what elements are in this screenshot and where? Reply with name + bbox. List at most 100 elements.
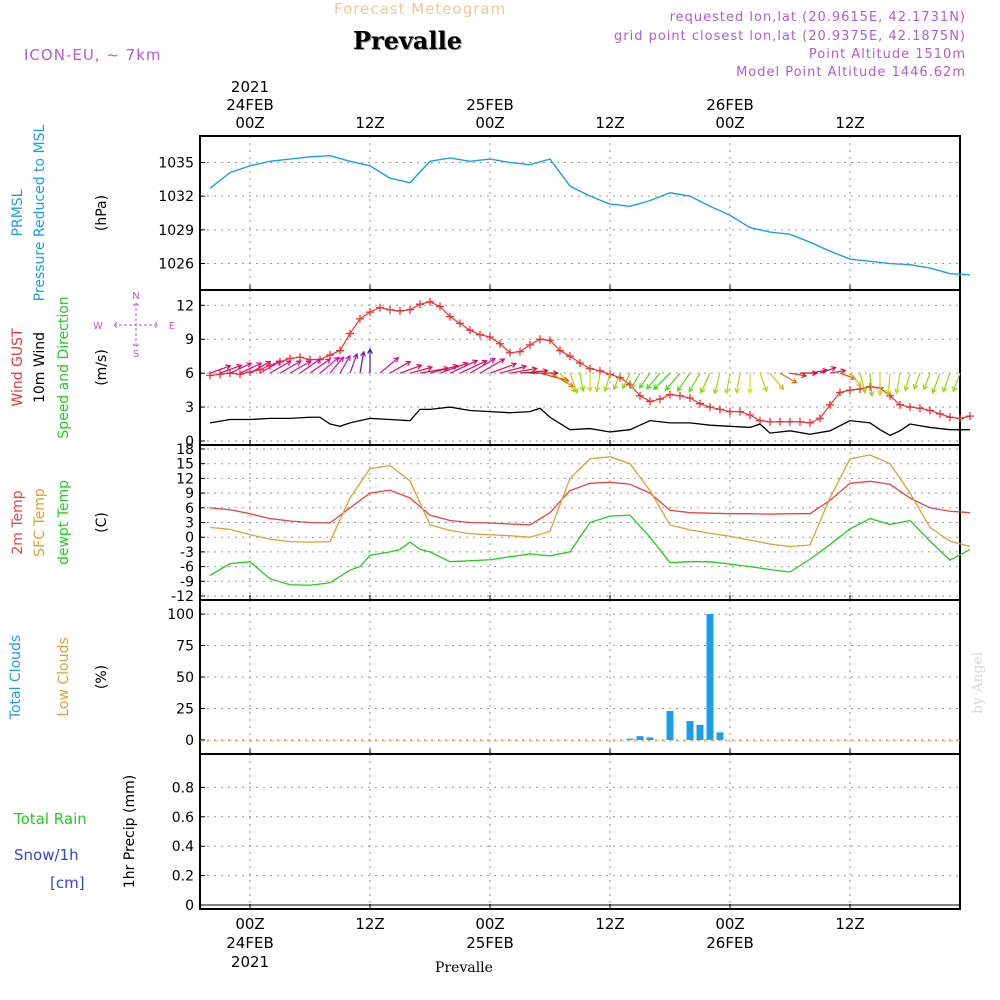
gust-marker — [236, 370, 244, 379]
y-tick-label: 6 — [185, 501, 194, 517]
total-clouds-bar — [686, 721, 694, 740]
wind-direction-arrow — [239, 362, 263, 374]
wind-direction-arrow — [646, 372, 661, 390]
gust-line — [209, 301, 971, 424]
panel-frame — [199, 753, 961, 910]
y-tick-label: 9 — [185, 486, 194, 502]
wind-direction-arrow — [459, 359, 488, 374]
gust-marker — [696, 399, 704, 408]
gust-marker — [226, 369, 234, 378]
wind-direction-arrow — [779, 372, 798, 384]
requested-coordinates: requested lon,lat (20.9615E, 42.1731N) — [669, 10, 966, 25]
gust-marker — [586, 364, 594, 373]
wind-direction-arrow — [747, 373, 753, 395]
gust-marker — [846, 386, 854, 395]
wind-direction-arrow — [329, 356, 345, 374]
panel-unit-label: (m/s) — [94, 349, 110, 386]
time-tick-label-top: 00Z — [235, 114, 264, 132]
gust-marker — [886, 391, 894, 400]
gust-marker — [806, 418, 814, 427]
wind-direction-arrow — [676, 372, 691, 392]
gust-marker — [496, 339, 504, 348]
gust-marker — [626, 380, 634, 389]
time-tick-label-top: 12Z — [595, 114, 624, 132]
gust-marker — [826, 400, 834, 409]
wind-direction-arrow — [279, 360, 302, 374]
gust-marker — [516, 347, 524, 356]
wind-direction-arrow — [652, 372, 671, 391]
year-label-bottom: 2021 — [231, 953, 269, 971]
panel-label: PRMSL — [10, 189, 26, 236]
wind-direction-arrow — [712, 372, 721, 395]
compass-w: W — [93, 321, 103, 332]
wind-direction-arrow — [289, 360, 312, 374]
panel-clouds: 0 25 50 75 100 Total Clouds Low Clouds (%) — [8, 599, 961, 755]
gust-marker — [956, 414, 964, 423]
y-tick-label: 25 — [176, 701, 194, 717]
panel-frame — [199, 289, 961, 446]
bottom-location-label: Prevalle — [435, 960, 493, 976]
wind-direction-arrow — [249, 360, 272, 374]
time-tick-label-bottom: 00Z — [475, 915, 504, 933]
gust-marker — [726, 407, 734, 416]
gust-marker — [926, 406, 934, 415]
y-tick-label: 6 — [185, 366, 194, 382]
time-tick-label-bottom: 12Z — [355, 915, 384, 933]
panel-label: Pressure Reduced to MSL — [32, 124, 48, 301]
gust-marker — [376, 303, 384, 312]
gust-marker — [386, 305, 394, 314]
wind-direction-arrow — [759, 372, 768, 393]
wind-direction-arrow — [399, 364, 423, 374]
model-label: ICON-EU, ~ 7km — [24, 46, 162, 64]
wind-direction-arrow — [579, 373, 586, 393]
gust-marker — [416, 300, 424, 309]
total-clouds-bar — [626, 738, 634, 740]
wind-direction-arrow — [409, 365, 434, 374]
gust-marker — [446, 312, 454, 321]
y-tick-label: 50 — [176, 670, 194, 686]
panel-frame — [199, 135, 961, 291]
gust-marker — [406, 305, 414, 314]
wind-direction-arrow — [734, 373, 741, 394]
wind-direction-arrow — [885, 373, 892, 396]
y-tick-label: 0 — [185, 530, 194, 546]
wind-direction-arrow — [724, 373, 731, 395]
wind-direction-arrow — [319, 356, 340, 374]
y-tick-label: -9 — [180, 574, 194, 590]
gust-marker — [466, 326, 474, 335]
compass-rose: N S W E — [93, 291, 175, 360]
wind-direction-arrow — [509, 366, 538, 374]
panel-label: 10m Wind — [32, 332, 48, 403]
gust-marker — [946, 413, 954, 422]
wind-direction-arrow — [903, 372, 911, 392]
time-tick-label-bottom: 00Z — [235, 915, 264, 933]
y-tick-label: 12 — [176, 471, 194, 487]
gust-marker — [736, 407, 744, 416]
panel-label: SFC Temp — [32, 488, 48, 557]
credit-text: by Angel — [970, 651, 986, 714]
gust-marker — [796, 417, 804, 426]
wind-direction-arrow — [699, 372, 711, 394]
gust-marker — [896, 400, 904, 409]
wind-direction-arrow — [489, 362, 518, 374]
gust-marker — [766, 417, 774, 426]
temp-line-2m-temp — [209, 480, 971, 526]
gust-marker — [646, 397, 654, 406]
wind-direction-arrow — [269, 360, 292, 374]
y-tick-label: 0.4 — [172, 839, 194, 855]
panel-unit-label: (hPa) — [94, 195, 110, 231]
wind-direction-arrow — [530, 370, 559, 377]
wind-direction-arrow — [769, 372, 785, 391]
y-tick-label: 12 — [176, 298, 194, 314]
gust-marker — [576, 358, 584, 367]
wind-direction-arrow — [587, 373, 593, 393]
y-tick-label: 0.8 — [172, 780, 194, 796]
time-tick-label-bottom: 12Z — [835, 915, 864, 933]
panel-label: Total Clouds — [8, 635, 24, 720]
gust-marker — [426, 297, 434, 306]
gust-marker — [366, 308, 374, 317]
wind-direction-arrow — [819, 366, 837, 374]
wind-direction-arrow — [469, 358, 497, 374]
